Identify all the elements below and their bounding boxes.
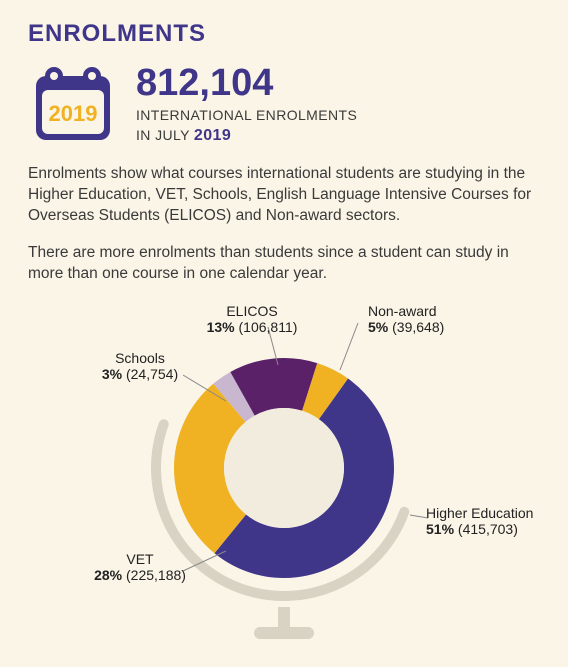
segment-label: Higher Education51% (415,703) [426,505,533,537]
donut-chart: Non-award5% (39,648) Higher Education51% … [28,293,540,643]
hero-number: 812,104 [136,64,357,102]
paragraph-1: Enrolments show what courses internation… [28,164,540,227]
segment-label: Non-award5% (39,648) [368,303,444,335]
segment-label: ELICOS13% (106,811) [207,303,298,335]
leader-line [183,375,226,401]
paragraph-2: There are more enrolments than students … [28,243,540,285]
svg-text:2019: 2019 [49,101,98,126]
hero-line2-prefix: IN JULY [136,127,194,143]
hero-subtitle: INTERNATIONAL ENROLMENTS IN JULY 2019 [136,106,357,146]
leader-lines [28,293,568,643]
header-row: 2019 812,104 INTERNATIONAL ENROLMENTS IN… [28,58,540,148]
leader-line [183,551,226,571]
globe-stand-icon [234,607,334,647]
hero-block: 812,104 INTERNATIONAL ENROLMENTS IN JULY… [136,58,357,146]
segment-label: VET28% (225,188) [94,551,186,583]
leader-line [340,323,358,370]
hero-line1: INTERNATIONAL ENROLMENTS [136,107,357,123]
page-title: ENROLMENTS [28,20,540,48]
segment-label: Schools3% (24,754) [102,350,178,382]
hero-line2-year: 2019 [194,127,231,144]
calendar-icon: 2019 [28,58,118,148]
